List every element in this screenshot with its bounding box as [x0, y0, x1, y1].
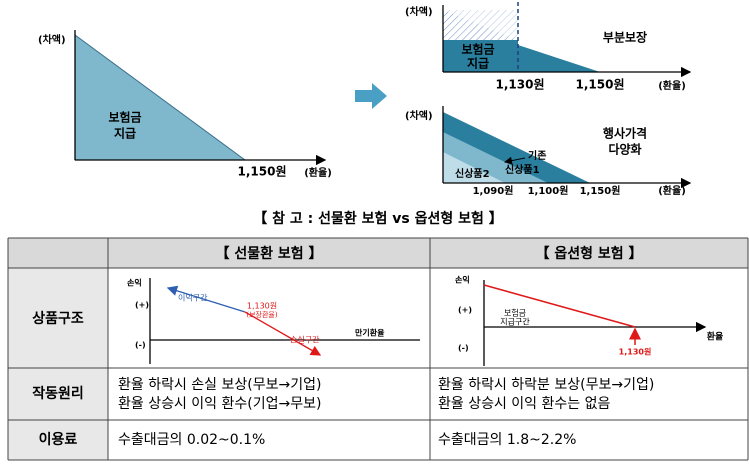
forward-chart: 손익 (+) (-) 이익구간 1,130원 (보장환율) 손실구간 만기환율 [127, 278, 420, 364]
label: 손익 [455, 275, 470, 285]
label: (-) [458, 344, 469, 353]
label: (차액) [38, 33, 66, 46]
label: (환율) [658, 184, 686, 197]
arrow [355, 83, 387, 109]
cell-text: 환율 상승시 이익 환수(기업→무보) [118, 396, 321, 412]
label: (-) [135, 341, 146, 350]
label: 다양화 [608, 142, 641, 157]
label: (환율) [658, 79, 686, 92]
label: 손실구간 [290, 335, 320, 345]
row-label: 작동원리 [32, 385, 84, 402]
label: 부분보장 [603, 31, 647, 45]
label: 1,100원 [528, 184, 569, 197]
label: 보험금 [504, 309, 526, 318]
loss-line [244, 311, 322, 356]
diagram-partial: (차액) 보험금 지급 1,130원 1,150원 (환율) 부분보장 [405, 2, 692, 92]
pointer [504, 156, 526, 165]
label: 이익구간 [178, 293, 208, 303]
header: 【 선물환 보험 】 [215, 245, 322, 262]
label: 손익 [127, 278, 142, 288]
table: 【 선물환 보험 】 【 옵션형 보험 】 상품구조 작동원리 이용료 손익 (… [7, 237, 749, 461]
header: 【 옵션형 보험 】 [535, 245, 642, 262]
cell-text: 수출대금의 1.8~2.2% [438, 432, 576, 448]
label: 신상품2 [455, 167, 490, 180]
row-label: 이용료 [39, 431, 78, 448]
cell-text: 수출대금의 0.02~0.1% [118, 432, 265, 448]
header-bg [8, 238, 748, 268]
label: 신상품1 [505, 163, 540, 176]
area [443, 152, 505, 183]
label: 1,150원 [238, 165, 287, 179]
label: (보장환율) [246, 310, 277, 319]
area [74, 34, 247, 161]
label: (+) [135, 301, 149, 310]
label: 기존 [528, 149, 546, 162]
area [443, 40, 600, 72]
title: 【 참 고 : 선물환 보험 vs 옵션형 보험 】 [253, 210, 502, 227]
label: (+) [458, 306, 472, 315]
label: 보험금 [461, 42, 494, 57]
label: (환율) [304, 166, 332, 179]
diagram-left: (차액) 보험금 지급 1,150원 (환율) [38, 30, 332, 179]
gain-line [166, 285, 246, 313]
label-bg [8, 268, 108, 460]
label: 1,090원 [473, 184, 514, 197]
cell-text: 환율 하락시 하락분 보상(무보→기업) [438, 377, 654, 393]
label: 행사가격 [603, 126, 647, 141]
label: 1,130원 [496, 78, 545, 92]
payout-line [483, 284, 636, 328]
label: 1,130원 [619, 347, 652, 357]
label: 보험금 [108, 110, 141, 125]
cell-text: 환율 하락시 손실 보상(무보→기업) [118, 377, 321, 393]
label: 만기환율 [355, 328, 385, 338]
diagram-multi: (차액) 행사가격 다양화 기존 신상품1 신상품2 1,090원 1,100원… [405, 106, 692, 197]
label: (차액) [405, 5, 433, 18]
label: (차액) [405, 109, 433, 122]
label: 1,130원 [247, 302, 277, 311]
label: 지급 [467, 56, 489, 71]
grid [7, 237, 749, 461]
label: 1,150원 [580, 184, 621, 197]
label: 지급구간 [500, 317, 530, 327]
label: 환율 [707, 331, 724, 343]
row-label: 상품구조 [32, 311, 84, 327]
label: 1,150원 [576, 78, 625, 92]
option-chart: 손익 (+) (-) 보험금 지급구간 1,130원 환율 [455, 275, 724, 366]
label: 지급 [114, 126, 136, 141]
hatch [443, 10, 518, 40]
cell-text: 환율 상승시 이익 환수는 없음 [438, 396, 610, 412]
